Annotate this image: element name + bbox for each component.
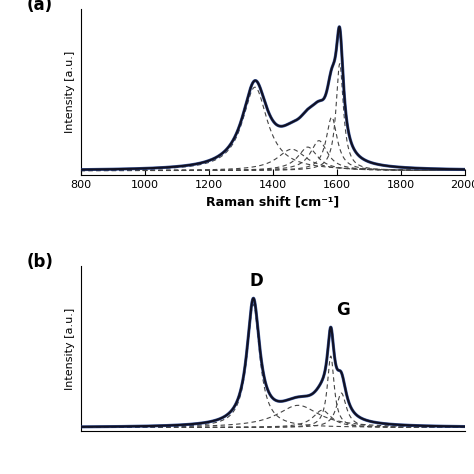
Text: D: D — [250, 273, 264, 291]
Y-axis label: Intensity [a.u.]: Intensity [a.u.] — [65, 51, 75, 133]
Text: (b): (b) — [27, 253, 54, 271]
Text: G: G — [336, 301, 350, 319]
Y-axis label: Intensity [a.u.]: Intensity [a.u.] — [65, 308, 75, 390]
X-axis label: Raman shift [cm⁻¹]: Raman shift [cm⁻¹] — [206, 195, 339, 209]
Text: (a): (a) — [27, 0, 53, 14]
